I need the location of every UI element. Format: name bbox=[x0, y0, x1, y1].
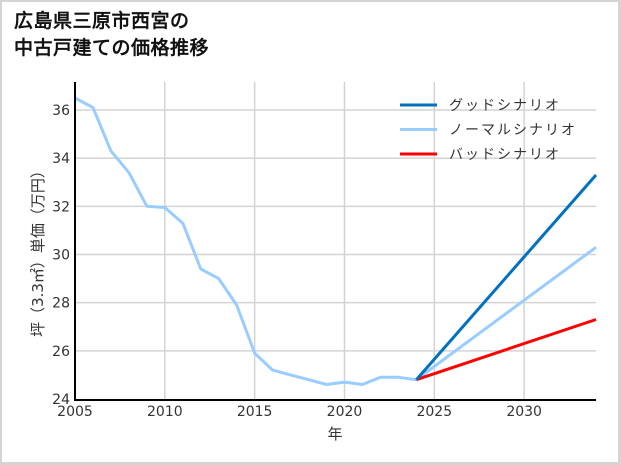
plot-series bbox=[74, 96, 598, 386]
y-tick-label: 26 bbox=[52, 344, 70, 360]
legend-item-good: グッドシナリオ bbox=[400, 98, 561, 114]
y-tick-label: 28 bbox=[52, 296, 70, 312]
gridlines bbox=[75, 82, 596, 399]
legend-label: ノーマルシナリオ bbox=[449, 123, 577, 139]
x-axis-ticks: 2005 2010 2015 2020 2025 2030 bbox=[57, 404, 542, 420]
y-tick-label: 36 bbox=[52, 103, 70, 119]
y-axis-label: 坪（3.3㎡）単価（万円） bbox=[29, 163, 47, 337]
normal-scenario-line bbox=[415, 246, 597, 381]
x-tick-label: 2025 bbox=[416, 404, 452, 420]
x-tick-label: 2030 bbox=[506, 404, 542, 420]
y-tick-label: 34 bbox=[52, 151, 70, 167]
y-tick-label: 24 bbox=[52, 392, 70, 408]
legend-label: バッドシナリオ bbox=[449, 147, 561, 163]
chart-title-line1: 広島県三原市西宮の bbox=[14, 10, 190, 32]
legend-label: グッドシナリオ bbox=[449, 98, 561, 114]
x-tick-label: 2010 bbox=[147, 404, 183, 420]
good-scenario-line bbox=[415, 174, 598, 381]
chart-title-line2: 中古戸建ての価格推移 bbox=[14, 37, 210, 59]
y-tick-label: 32 bbox=[52, 199, 70, 215]
y-tick-label: 30 bbox=[52, 248, 70, 264]
y-axis-ticks: 24 26 28 30 32 34 36 bbox=[52, 103, 70, 408]
x-tick-label: 2020 bbox=[327, 404, 363, 420]
bad-scenario-line bbox=[415, 318, 597, 382]
legend-item-normal: ノーマルシナリオ bbox=[400, 123, 577, 139]
x-axis-label: 年 bbox=[327, 425, 342, 443]
x-tick-label: 2005 bbox=[57, 404, 93, 420]
history-line bbox=[74, 96, 417, 386]
x-tick-label: 2015 bbox=[237, 404, 273, 420]
legend-item-bad: バッドシナリオ bbox=[400, 147, 561, 163]
axes bbox=[74, 82, 596, 401]
chart-title: 広島県三原市西宮の 中古戸建ての価格推移 bbox=[14, 8, 209, 62]
